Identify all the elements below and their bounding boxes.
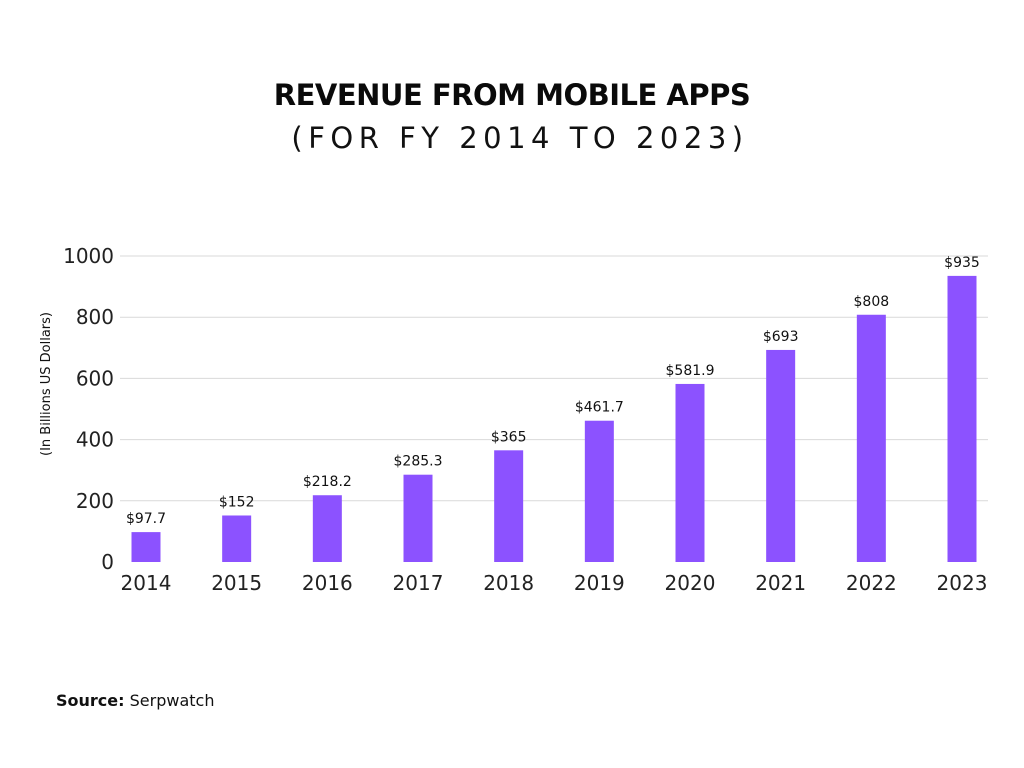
bar [766,349,796,562]
data-label: $97.7 [126,511,166,527]
grid-lines [120,255,988,502]
y-tick-label: 200 [76,489,114,513]
y-axis-label: (In Billions US Dollars) [39,312,54,456]
x-tick-label: 2018 [483,571,534,595]
data-label: $935 [944,255,980,271]
data-label: $581.9 [666,363,715,379]
chart-title: REVENUE FROM MOBILE APPS [273,78,751,112]
source-label: Source: [56,691,125,710]
bars [131,275,977,562]
x-tick-label: 2016 [302,571,353,595]
data-label: $693 [763,329,799,345]
x-tick-label: 2022 [846,571,897,595]
chart-subtitle: (FOR FY 2014 TO 2023) [291,121,749,155]
data-label: $285.3 [394,454,443,470]
data-label: $461.7 [575,400,624,416]
y-tick-label: 400 [76,428,114,452]
source-note: Source: Serpwatch [56,691,214,710]
data-labels: $97.7 $152 $218.2 $285.3 $365 $461.7 $581.9 $69… [126,255,980,527]
x-tick-label: 2017 [393,571,444,595]
data-label: $808 [854,294,890,310]
data-label: $218.2 [303,474,352,490]
bar [584,420,614,562]
x-tick-label: 2014 [121,571,172,595]
bar [947,275,977,562]
bar [675,383,705,562]
source-text: Serpwatch [129,691,215,710]
x-tick-label: 2019 [574,571,625,595]
y-tick-label: 600 [76,366,114,390]
bar [403,474,433,562]
x-tick-label: 2015 [211,571,262,595]
bar [222,515,252,562]
data-label: $152 [219,494,255,510]
x-tick-label: 2023 [937,571,988,595]
y-tick-label: 800 [76,305,114,329]
bar [494,450,524,562]
bar [856,314,886,562]
bar [312,495,342,562]
x-axis-ticks: 2014 2015 2016 2017 2018 2019 2020 2021 2022 2023 [121,571,988,595]
x-tick-label: 2020 [665,571,716,595]
x-tick-label: 2021 [755,571,806,595]
y-axis-ticks: 0 200 400 600 800 1000 [63,244,114,574]
data-label: $365 [491,429,527,445]
y-tick-label: 1000 [63,244,114,268]
y-tick-label: 0 [101,550,114,574]
bar [131,532,161,562]
